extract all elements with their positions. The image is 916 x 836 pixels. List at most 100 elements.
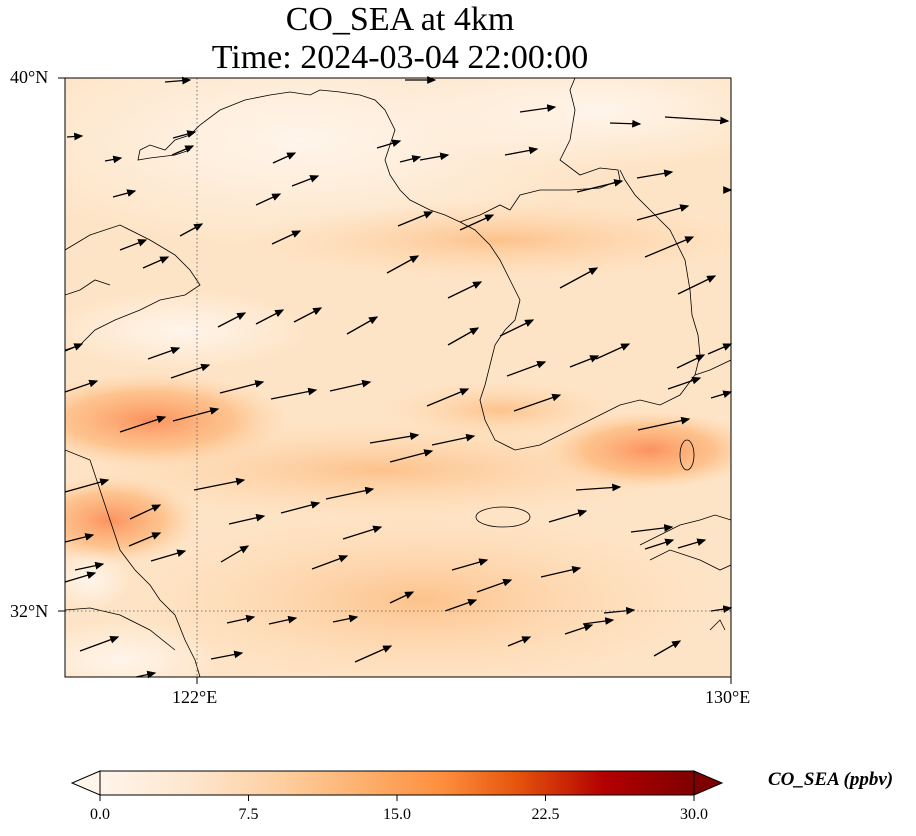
wind-arrow (172, 130, 197, 139)
colorbar-gradient (99, 770, 695, 796)
wind-arrow (451, 558, 489, 571)
wind-arrow (268, 615, 298, 625)
wind-arrow (540, 565, 582, 578)
colorbar-tick-1: 7.5 (238, 806, 259, 823)
wind-arrow (325, 486, 375, 500)
wind-arrow (64, 533, 95, 543)
colorbar-tick-4: 30.0 (680, 806, 708, 823)
wind-arrow (119, 415, 167, 433)
wind-arrow (150, 549, 187, 562)
wind-arrow (710, 390, 733, 399)
wind-arrow (129, 504, 162, 520)
concentration-field (65, 78, 731, 677)
wind-arrow (376, 139, 402, 149)
wind-arrow (576, 179, 624, 193)
wind-arrow (431, 433, 476, 446)
wind-arrow (444, 598, 478, 612)
wind-arrow (164, 76, 192, 85)
wind-arrow (104, 155, 123, 164)
wind-arrow (210, 650, 244, 660)
wind-arrow (499, 319, 535, 337)
wind-arrow (559, 267, 599, 289)
colorbar-tick-2: 15.0 (383, 806, 411, 823)
wind-arrow (575, 483, 622, 492)
wind-arrows (64, 76, 733, 679)
wind-arrow (272, 152, 297, 164)
wind-arrow (710, 605, 733, 614)
wind-arrow (504, 146, 539, 156)
wind-arrow (609, 119, 642, 128)
wind-arrow (419, 152, 450, 161)
wind-arrow (142, 256, 170, 269)
wind-arrow (280, 501, 321, 514)
wind-arrow (64, 571, 97, 583)
wind-arrow (291, 175, 320, 187)
wind-arrow (677, 538, 707, 549)
wind-arrow (447, 327, 480, 346)
wind-arrow (354, 645, 393, 663)
wind-arrow (255, 193, 282, 206)
wind-arrow (644, 236, 695, 258)
wind-arrow (707, 343, 733, 355)
wind-arrow (332, 614, 359, 623)
wind-arrow (311, 555, 349, 570)
wind-arrow (74, 561, 105, 571)
wind-arrow (386, 255, 420, 274)
wind-arrow (270, 387, 318, 400)
wind-arrow (476, 578, 513, 593)
wind-arrow (636, 204, 690, 221)
wind-arrow (677, 275, 717, 295)
wind-arrow (329, 379, 372, 392)
wind-arrow (582, 617, 615, 625)
wind-arrow (667, 376, 702, 390)
wind-arrow (676, 354, 706, 369)
wind-arrow (569, 355, 600, 368)
wind-arrow (147, 346, 181, 360)
wind-arrow (564, 623, 594, 635)
lon-label-130e: 130°E (705, 687, 751, 707)
wind-arrow (135, 670, 157, 679)
lat-label-32n: 32°N (10, 601, 49, 621)
wind-arrow (513, 393, 562, 412)
wind-arrow (595, 343, 631, 360)
wind-arrow (220, 545, 250, 563)
wind-arrow (79, 636, 120, 652)
wind-arrow (447, 281, 483, 299)
wind-arrow (506, 361, 547, 377)
map-frame (64, 77, 732, 678)
wind-arrow (548, 509, 588, 523)
wind-arrow (644, 538, 675, 550)
wind-arrow (389, 591, 415, 604)
wind-arrow (193, 477, 246, 491)
colorbar-extend-high (693, 770, 724, 796)
coastlines (65, 78, 731, 677)
wind-arrow (112, 189, 137, 198)
wind-arrow (630, 524, 674, 533)
wind-arrow (179, 223, 204, 237)
colorbar-extend-low (70, 770, 101, 796)
wind-arrow (664, 116, 730, 125)
wind-arrow (219, 380, 265, 394)
wind-arrow (636, 169, 674, 179)
wind-arrow (346, 316, 379, 335)
wind-arrow (66, 132, 84, 141)
wind-arrow (342, 525, 383, 540)
wind-arrow (172, 407, 220, 422)
wind-arrow (228, 513, 266, 525)
wind-arrow (271, 230, 302, 245)
wind-arrow (293, 307, 323, 323)
wind-arrow (653, 640, 682, 657)
wind-arrow (217, 312, 247, 328)
wind-arrow (64, 478, 110, 493)
wind-arrow (171, 145, 195, 156)
lon-label-122e: 122°E (172, 687, 218, 707)
wind-arrow (389, 449, 434, 463)
wind-arrow (64, 379, 99, 393)
wind-arrow (426, 388, 470, 407)
wind-arrow (399, 155, 422, 163)
wind-arrow (603, 606, 636, 615)
colorbar (70, 770, 724, 801)
wind-arrow (119, 239, 148, 251)
wind-arrow (519, 104, 557, 113)
